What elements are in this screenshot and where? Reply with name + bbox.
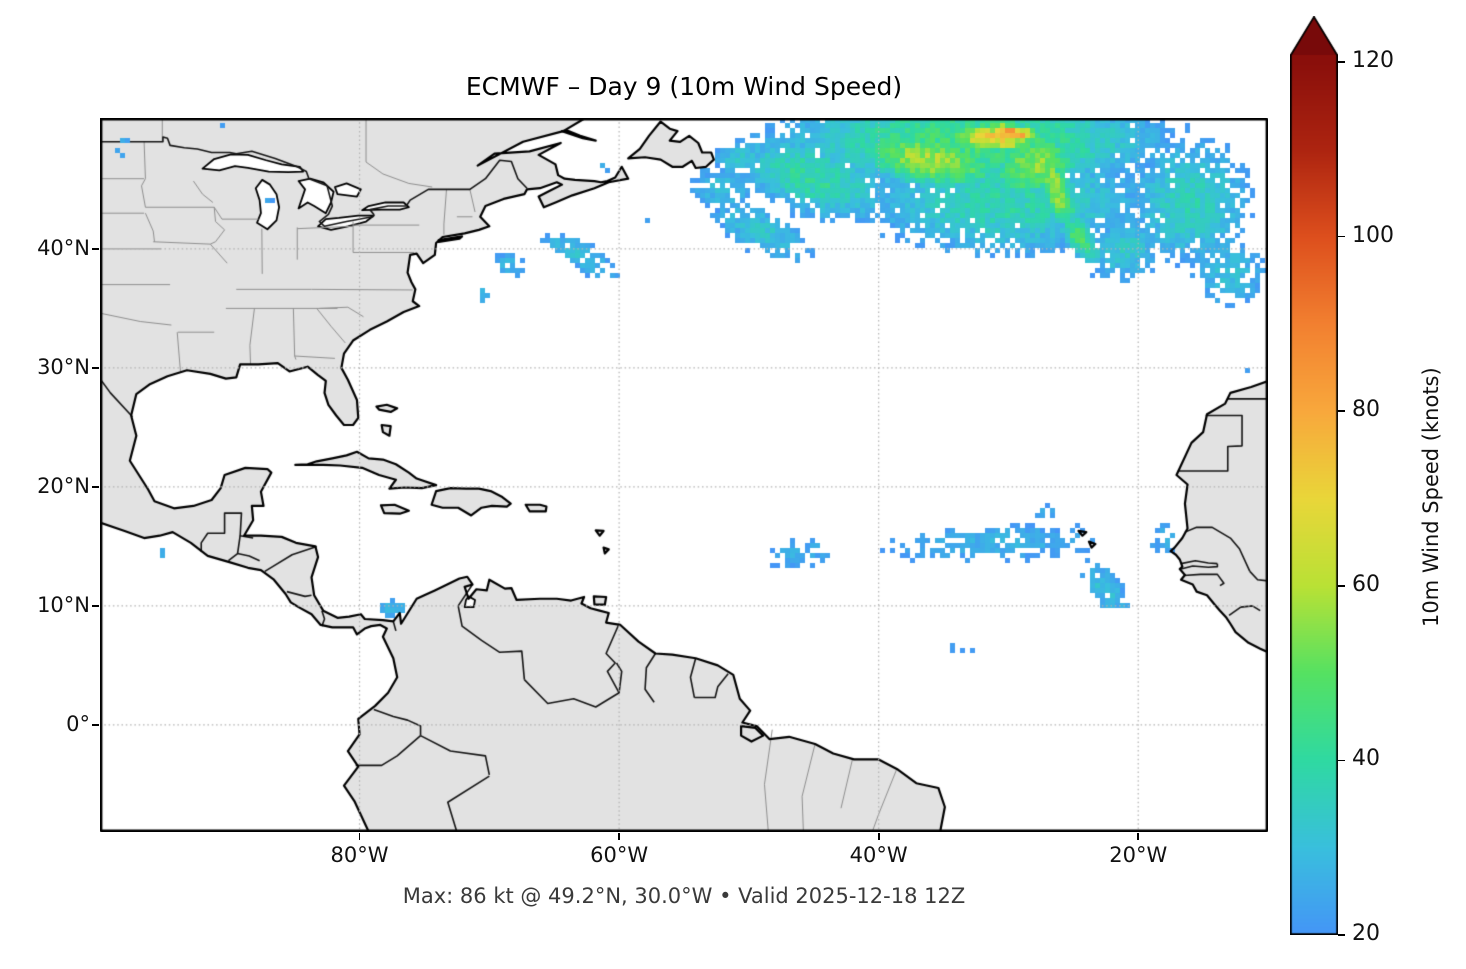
colorbar-tick-mark [1338, 410, 1345, 413]
colorbar-label: 10m Wind Speed (knots) [1419, 367, 1443, 627]
x-tick-mark [1137, 833, 1140, 840]
y-tick-mark [92, 724, 99, 726]
x-tick-mark [618, 833, 620, 840]
x-tick-mark [877, 833, 880, 840]
y-tick-label: 10°N [37, 592, 90, 617]
colorbar-tick-label: 40 [1352, 746, 1380, 772]
x-tick-label: 60°W [590, 843, 649, 867]
colorbar-tick-label: 20 [1352, 921, 1380, 946]
colorbar [1290, 16, 1338, 935]
colorbar-tick-label: 120 [1352, 48, 1394, 73]
y-tick-mark [92, 605, 99, 607]
colorbar-tick-label: 80 [1352, 397, 1380, 423]
plot-title: ECMWF – Day 9 (10m Wind Speed) [465, 72, 903, 101]
x-tick-mark [358, 833, 361, 840]
colorbar-tick-mark [1338, 585, 1345, 587]
colorbar-tick-mark [1338, 235, 1345, 238]
colorbar-tick-mark [1338, 934, 1345, 936]
y-tick-label: 20°N [37, 473, 90, 498]
max-value-caption: Max: 86 kt @ 49.2°N, 30.0°W • Valid 2025… [402, 884, 966, 908]
colorbar-tick-label: 60 [1352, 571, 1380, 597]
y-tick-mark [92, 486, 99, 488]
colorbar-tick-mark [1338, 759, 1345, 762]
colorbar-tick-label: 100 [1352, 222, 1394, 248]
wind-speed-map-canvas [100, 118, 1268, 832]
y-tick-label: 40°N [37, 235, 90, 260]
x-tick-label: 80°W [330, 843, 389, 867]
map-axes [100, 118, 1268, 832]
y-tick-label: 30°N [37, 354, 90, 379]
x-tick-label: 20°W [1109, 843, 1168, 867]
x-tick-label: 40°W [849, 843, 908, 867]
colorbar-tick-mark [1338, 61, 1345, 63]
y-tick-mark [92, 367, 99, 369]
y-tick-label: 0° [66, 711, 90, 736]
y-tick-mark [92, 248, 99, 250]
